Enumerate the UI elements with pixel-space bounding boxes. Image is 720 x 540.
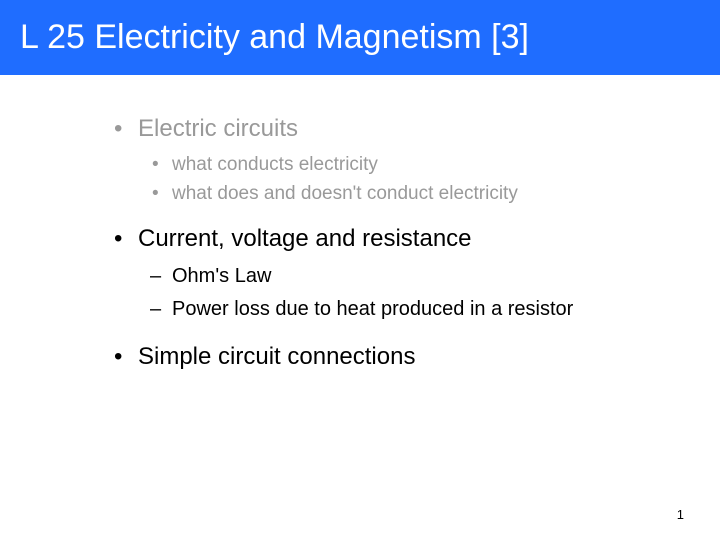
slide-title: L 25 Electricity and Magnetism [3] bbox=[20, 18, 529, 56]
bullet-item-2: Current, voltage and resistance bbox=[110, 223, 660, 255]
spacer bbox=[110, 329, 660, 341]
bullet-item-1: Electric circuits bbox=[110, 113, 660, 145]
bullet-item-2-sub1: Ohm's Law bbox=[146, 263, 660, 290]
title-bar: L 25 Electricity and Magnetism [3] bbox=[0, 0, 720, 75]
bullet-list: Electric circuits what conducts electric… bbox=[110, 113, 660, 374]
slide-content: Electric circuits what conducts electric… bbox=[0, 75, 720, 374]
bullet-item-1-sub2: what does and doesn't conduct electricit… bbox=[146, 182, 660, 207]
bullet-item-2-sub2: Power loss due to heat produced in a res… bbox=[146, 296, 660, 323]
spacer bbox=[110, 211, 660, 223]
bullet-item-3: Simple circuit connections bbox=[110, 341, 660, 373]
bullet-item-1-sub1: what conducts electricity bbox=[146, 153, 660, 178]
page-number: 1 bbox=[677, 507, 684, 522]
